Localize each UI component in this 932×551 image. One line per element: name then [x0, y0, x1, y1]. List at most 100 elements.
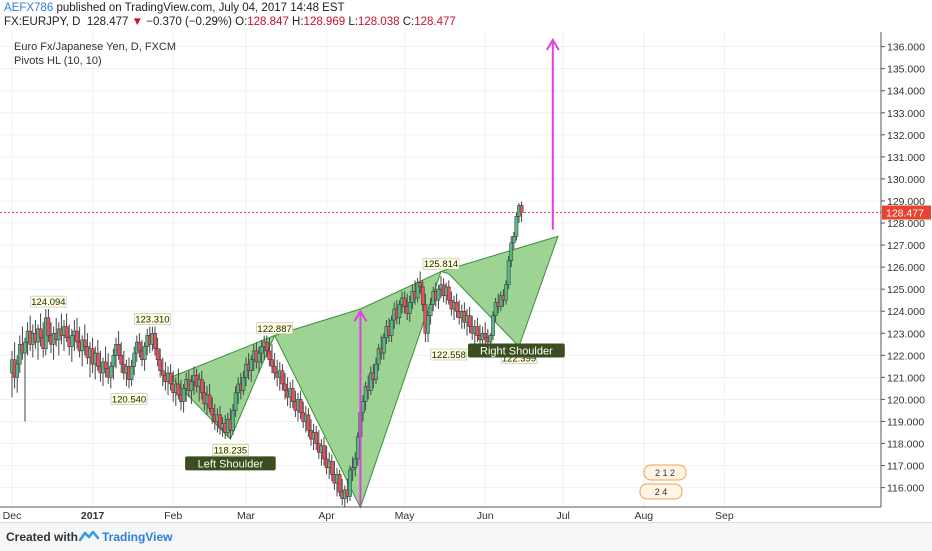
chart-header: AEFX786 published on TradingView.com, Ju… [0, 0, 932, 32]
pivot-label-text: 122.399 [502, 354, 536, 365]
candle [155, 337, 160, 367]
candle-body [511, 235, 516, 244]
close-label: C: [402, 16, 415, 28]
candle-body [272, 366, 277, 374]
pivot-label: 125.814 [422, 257, 460, 270]
candle [111, 348, 116, 380]
candle [353, 452, 358, 477]
author-link[interactable]: AEFX786 [4, 2, 54, 14]
candle [181, 383, 186, 413]
pivot-label-box [110, 393, 148, 405]
candle [129, 359, 134, 387]
pattern-section-2 [273, 270, 442, 509]
candle-body [504, 284, 508, 301]
candle [137, 333, 142, 358]
candle [69, 328, 74, 362]
candle-body [38, 328, 43, 338]
pivot-label-text: 124.094 [31, 297, 65, 308]
candle-body [509, 242, 514, 261]
candle [51, 326, 56, 360]
gridlines [0, 32, 881, 507]
candle-body [137, 341, 142, 352]
candle [280, 364, 285, 391]
time-tick-label: Dec [3, 510, 22, 522]
candle-body [111, 355, 116, 367]
candle-body [402, 297, 407, 308]
indicator-title[interactable]: Pivots HL (10, 10) [14, 55, 102, 67]
price-tick-label: 118.000 [887, 439, 924, 451]
high-value: 128.969 [303, 16, 346, 28]
candle-body [207, 394, 212, 409]
candle [95, 339, 100, 371]
time-tick-label: May [395, 510, 416, 522]
time-tick-label: Apr [318, 510, 335, 522]
candle [415, 278, 420, 303]
pivot-label-box [134, 313, 171, 325]
event-badge-top: 2 1 2 [643, 464, 687, 481]
pivot-label-box [430, 348, 468, 361]
candle [257, 346, 261, 373]
pivot-label-text: 122.887 [257, 324, 291, 335]
candle-body [132, 352, 137, 367]
overlays: 124.094 123.310 120.540 122.887 118.235 125.8… [0, 38, 881, 506]
candle-body [426, 315, 430, 334]
candle-body [337, 474, 342, 493]
price-tick-label: 121.000 [887, 372, 925, 384]
candle-body [155, 348, 160, 360]
instrument-title: Euro Fx/Japanese Yen, D, FXCM [14, 41, 177, 53]
candle-body [493, 302, 498, 316]
last-price-tag-text: 128.477 [886, 207, 924, 219]
candle-body [506, 260, 511, 286]
candle [298, 390, 303, 420]
open-value: 128.847 [247, 16, 289, 28]
price-tick-label: 126.000 [887, 262, 925, 274]
price-tick-label: 134.000 [887, 86, 925, 98]
candle [519, 201, 524, 223]
tradingview-logo-icon[interactable] [78, 528, 100, 544]
candle [348, 465, 352, 501]
event-badge-top-text: 2 1 2 [655, 468, 675, 478]
left-shoulder-label-box [185, 456, 276, 471]
price-tick-label: 129.000 [887, 196, 925, 208]
candle-body [280, 370, 285, 385]
pivot-label: 120.540 [110, 393, 148, 406]
candle [446, 280, 451, 305]
pivot-label: 122.558 [430, 348, 468, 361]
candle-body [407, 302, 412, 314]
candle [314, 425, 319, 451]
candle-body [270, 359, 274, 367]
candle [218, 406, 222, 435]
tradingview-brand[interactable]: TradingView [102, 530, 173, 544]
chart-area[interactable]: 124.094 123.310 120.540 122.887 118.235 125.8… [0, 32, 932, 522]
candle-body [415, 282, 420, 299]
candle [103, 346, 108, 378]
candle [306, 408, 311, 437]
candle [82, 324, 87, 356]
time-tick-label: Sep [715, 510, 734, 522]
arrow-head-icon [545, 38, 560, 51]
pivot-label-text: 122.558 [432, 350, 466, 361]
candle-body [363, 385, 368, 402]
pivot-label-text: 120.540 [112, 395, 146, 406]
candle [38, 313, 43, 347]
price-tick-label: 125.000 [887, 284, 925, 296]
candle [397, 300, 402, 325]
candle [322, 436, 326, 466]
axes: 136.000 135.000 134.000 133.000 132.000 131.0… [0, 32, 931, 522]
price-chart[interactable]: 124.094 123.310 120.540 122.887 118.235 125.8… [0, 32, 932, 522]
event-badge-bottom-text: 2 4 [655, 487, 668, 497]
candle-body [119, 355, 124, 365]
candle [15, 355, 20, 393]
candle [420, 280, 425, 312]
candle-body [350, 467, 355, 471]
candle [436, 284, 441, 310]
candle [491, 311, 495, 340]
candle-body [418, 282, 423, 288]
time-tick-label: Mar [237, 510, 256, 522]
pivot-label: 122.887 [256, 322, 293, 335]
pivot-label: 118.235 [212, 444, 249, 456]
candle-body [454, 302, 459, 312]
candle [467, 306, 472, 334]
candle [267, 337, 272, 367]
candle [376, 344, 381, 371]
